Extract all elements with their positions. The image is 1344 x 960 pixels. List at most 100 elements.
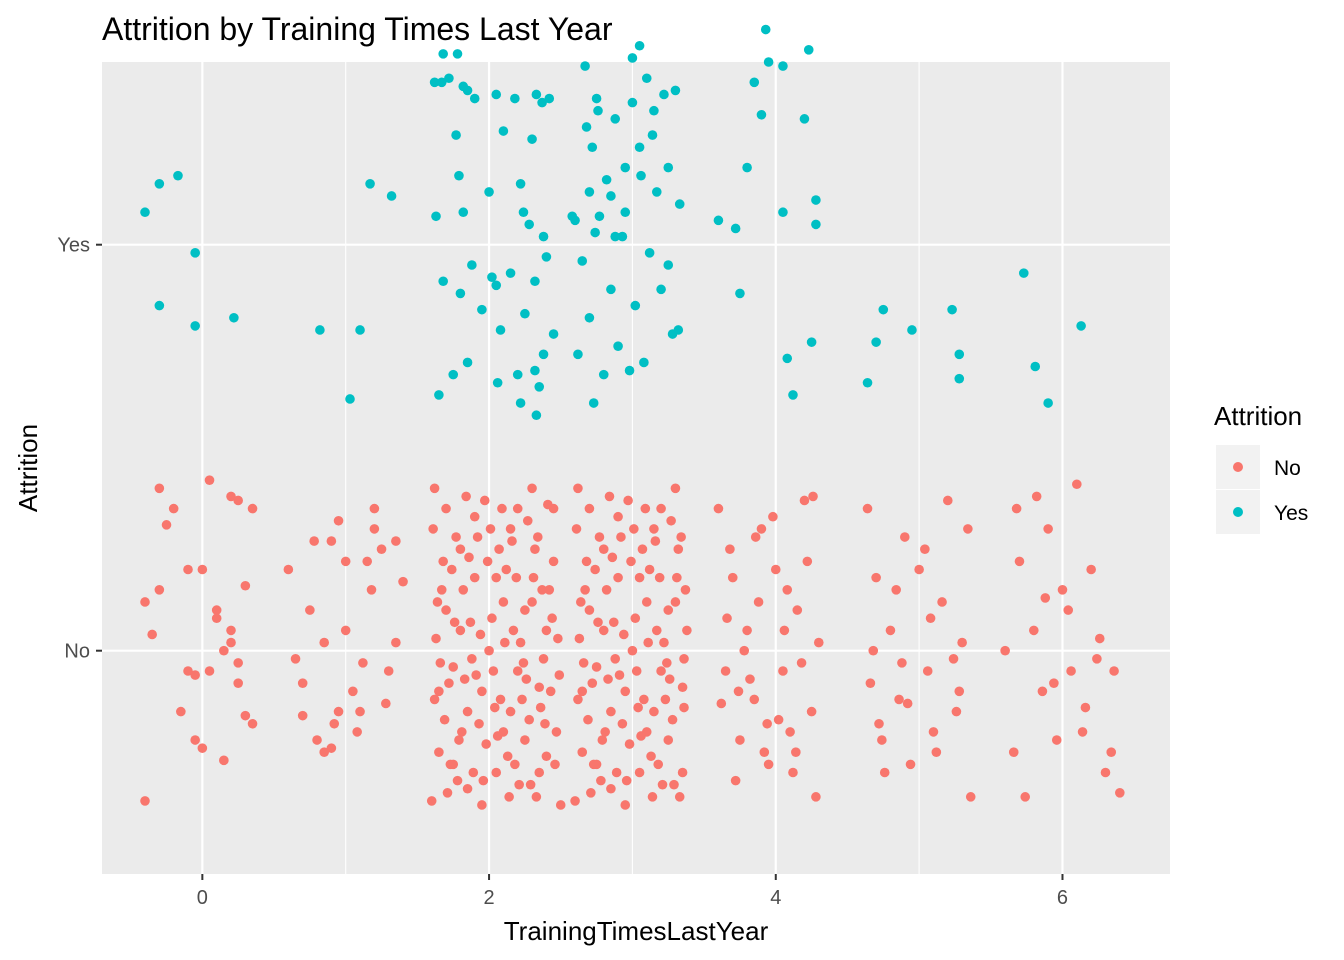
- data-point: [640, 503, 651, 514]
- plot-panel: [102, 62, 1170, 874]
- data-point: [530, 276, 540, 287]
- data-point: [620, 686, 631, 697]
- minor-gridlines: [345, 62, 920, 874]
- data-point: [226, 625, 236, 636]
- data-point: [663, 605, 674, 615]
- data-point: [587, 678, 598, 688]
- data-point: [756, 524, 767, 534]
- legend-swatch: [1233, 507, 1243, 517]
- data-point: [716, 698, 727, 709]
- data-point: [550, 759, 560, 770]
- data-point: [527, 597, 537, 607]
- data-point: [624, 365, 635, 376]
- data-point: [636, 731, 646, 741]
- data-point: [1106, 747, 1117, 757]
- data-point: [369, 503, 380, 514]
- data-point: [603, 674, 613, 684]
- data-point: [610, 654, 621, 664]
- data-point: [1086, 564, 1096, 575]
- data-point: [922, 666, 933, 676]
- data-point: [577, 686, 588, 697]
- data-point: [537, 585, 547, 595]
- y-tick-label: No: [64, 641, 90, 663]
- data-point: [283, 564, 294, 575]
- data-point: [604, 491, 615, 502]
- data-point: [190, 735, 200, 745]
- data-point: [477, 686, 487, 697]
- data-point: [1100, 767, 1111, 778]
- data-point: [431, 633, 441, 644]
- data-point: [436, 585, 447, 595]
- data-point: [937, 597, 947, 607]
- data-point: [914, 564, 924, 575]
- data-point: [567, 211, 578, 222]
- data-point: [811, 195, 821, 205]
- data-point: [621, 775, 632, 786]
- data-point: [749, 694, 760, 705]
- data-point: [659, 89, 669, 100]
- data-point: [663, 260, 674, 270]
- data-point: [452, 49, 463, 59]
- data-point: [507, 536, 517, 546]
- data-point: [312, 735, 322, 745]
- data-point: [548, 329, 559, 339]
- data-point: [534, 382, 545, 392]
- data-point: [763, 759, 774, 770]
- data-point: [469, 572, 480, 583]
- data-point: [438, 276, 448, 287]
- data-point: [811, 792, 821, 802]
- data-point: [610, 114, 621, 124]
- data-point: [963, 524, 973, 534]
- data-point: [578, 658, 589, 668]
- data-point: [467, 654, 477, 664]
- data-point: [1008, 747, 1019, 757]
- data-point: [573, 483, 583, 494]
- data-point: [555, 800, 566, 810]
- data-point: [791, 747, 801, 757]
- data-point: [544, 585, 555, 595]
- y-tick-label: Yes: [57, 235, 90, 257]
- data-point: [491, 572, 502, 583]
- data-point: [928, 727, 939, 737]
- data-point: [620, 162, 631, 173]
- data-point: [534, 767, 545, 778]
- data-point: [1020, 792, 1031, 802]
- data-point: [745, 674, 755, 684]
- data-point: [965, 792, 976, 802]
- data-point: [530, 365, 540, 376]
- data-point: [515, 637, 526, 648]
- data-point: [641, 73, 652, 84]
- data-point: [504, 792, 514, 802]
- data-point: [634, 142, 645, 153]
- data-point: [229, 312, 239, 323]
- data-point: [522, 515, 533, 526]
- chart-title: Attrition by Training Times Last Year: [102, 11, 613, 47]
- data-point: [673, 544, 684, 554]
- data-point: [647, 792, 658, 802]
- data-point: [676, 532, 686, 542]
- data-point: [479, 495, 490, 506]
- data-point: [620, 207, 631, 218]
- data-point: [759, 747, 770, 757]
- data-point: [468, 767, 479, 778]
- data-point: [1115, 788, 1125, 798]
- data-point: [541, 751, 552, 762]
- data-point: [626, 556, 636, 567]
- data-point: [629, 524, 639, 534]
- data-point: [1011, 503, 1022, 514]
- data-point: [584, 605, 595, 615]
- data-point: [894, 694, 904, 705]
- data-point: [663, 162, 674, 173]
- data-point: [1029, 625, 1039, 636]
- data-point: [624, 739, 635, 749]
- data-point: [654, 572, 665, 583]
- data-point: [651, 625, 662, 636]
- data-point: [448, 662, 459, 672]
- data-point: [899, 532, 910, 542]
- data-point: [366, 585, 377, 595]
- data-point: [773, 714, 784, 725]
- data-point: [352, 727, 362, 737]
- data-point: [644, 248, 655, 258]
- data-point: [673, 325, 684, 335]
- data-point: [634, 572, 645, 583]
